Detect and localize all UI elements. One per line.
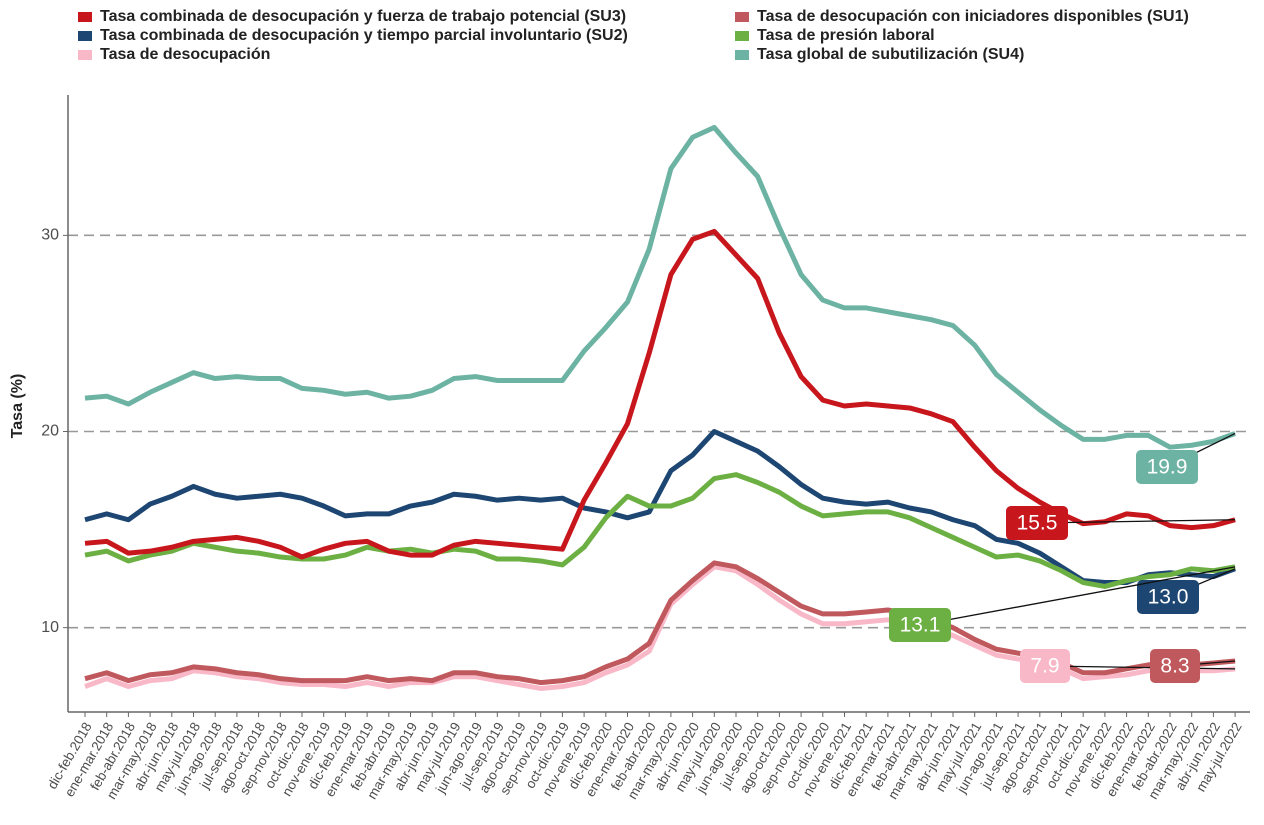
legend-label: Tasa combinada de desocupación y fuerza …: [100, 8, 626, 25]
end-label: 13.1: [900, 614, 941, 637]
legend-swatch: [78, 50, 92, 60]
series-line: [84, 124, 1236, 450]
end-label-box: [889, 608, 951, 642]
end-label: 15.5: [1017, 512, 1058, 535]
series-line: [84, 472, 1236, 589]
end-label: 7.9: [1030, 655, 1059, 678]
legend-label: Tasa combinada de desocupación y tiempo …: [100, 27, 628, 44]
label-leader: [1036, 519, 1236, 524]
end-label-box: [1150, 649, 1200, 683]
legend-label: Tasa de desocupación: [100, 46, 270, 63]
legend-label: Tasa de presión laboral: [757, 27, 935, 44]
label-leader: [1044, 665, 1236, 670]
end-label: 8.3: [1160, 655, 1189, 678]
y-tick-label: 10: [41, 619, 59, 636]
series-line: [84, 228, 1236, 560]
legend-swatch: [735, 12, 749, 22]
end-label: 19.9: [1147, 456, 1188, 479]
legend-label: Tasa de desocupación con iniciadores dis…: [757, 8, 1189, 25]
label-leader: [919, 566, 1236, 626]
y-tick-label: 20: [41, 423, 59, 440]
legend-label: Tasa global de subutilización (SU4): [757, 46, 1024, 63]
end-label-box: [1137, 580, 1199, 614]
end-label: 13.0: [1148, 586, 1189, 609]
legend-swatch: [735, 31, 749, 41]
end-label-box: [1136, 450, 1198, 484]
series-line: [84, 429, 1236, 586]
end-label-box: [1020, 649, 1070, 683]
legend-swatch: [735, 50, 749, 60]
end-label-box: [1006, 506, 1068, 540]
y-axis-title: Tasa (%): [9, 374, 26, 439]
legend-swatch: [78, 31, 92, 41]
legend-swatch: [78, 12, 92, 22]
y-tick-label: 30: [41, 227, 59, 244]
